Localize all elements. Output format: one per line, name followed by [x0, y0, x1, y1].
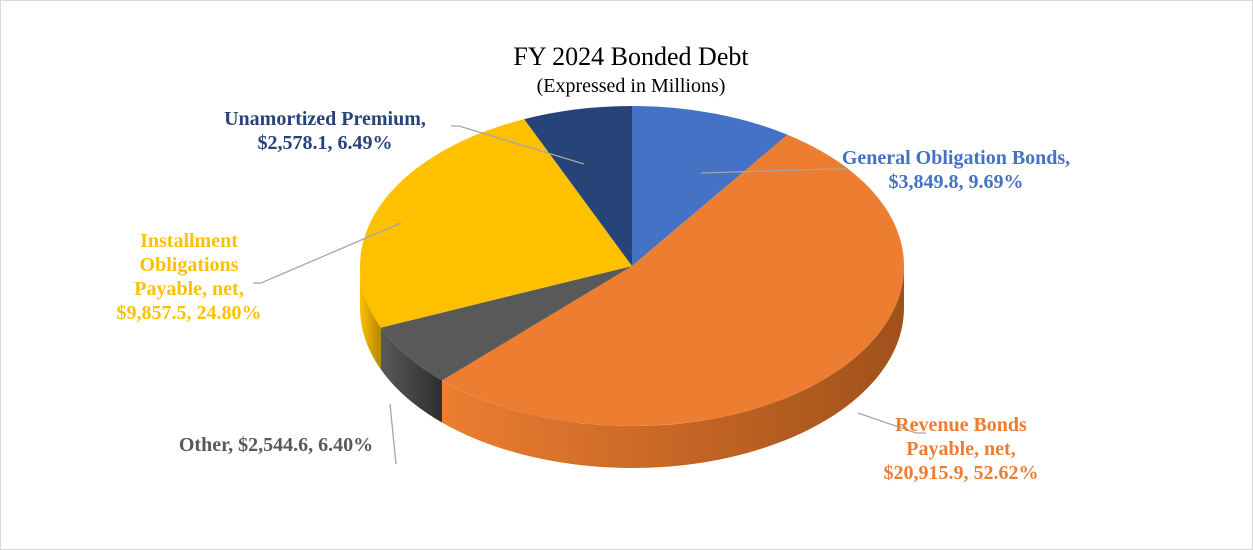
slice-label-4: Installment Obligations Payable, net, $9,85…	[117, 230, 262, 324]
slice-3	[380, 266, 632, 381]
leader-line-5	[451, 125, 585, 165]
slice-5	[524, 106, 632, 266]
slice-label-1: General Obligation Bonds, $3,849.8, 9.69%	[842, 147, 1070, 193]
slice-4	[359, 119, 632, 328]
leader-line-4	[253, 222, 402, 284]
slice-side-3	[380, 327, 442, 423]
data-labels: General Obligation Bonds, $3,849.8, 9.69%…	[117, 108, 1071, 484]
chart-title: FY 2024 Bonded Debt	[513, 42, 749, 71]
slice-label-5: Unamortized Premium, $2,578.1, 6.49%	[224, 108, 426, 154]
leader-line-2	[857, 412, 926, 434]
slice-label-2: Revenue Bonds Payable, net, $20,915.9, 52.…	[884, 414, 1039, 484]
pie-layer	[359, 106, 904, 469]
leader-line-1	[700, 168, 846, 174]
slice-label-3: Other, $2,544.6, 6.40%	[179, 434, 373, 456]
slice-side-4	[360, 266, 381, 370]
slice-2	[441, 134, 904, 426]
slice-1	[632, 106, 788, 266]
slice-side-2	[441, 266, 904, 469]
leader-lines	[253, 125, 926, 465]
chart-subtitle: (Expressed in Millions)	[537, 75, 726, 97]
leader-line-3	[389, 403, 397, 465]
